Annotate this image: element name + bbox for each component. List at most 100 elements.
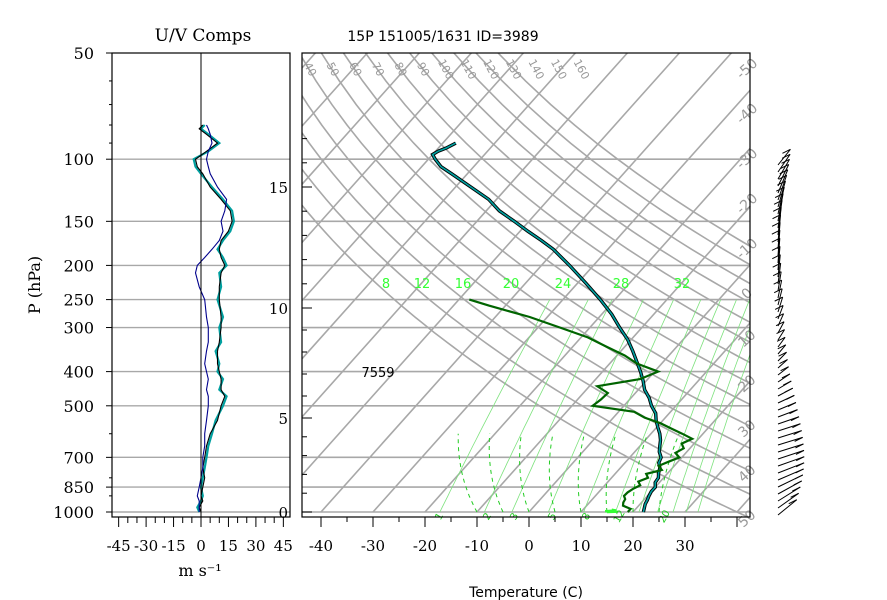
wind-barb-staff bbox=[777, 423, 801, 432]
mixing-ratio-label: 32 bbox=[674, 277, 691, 292]
wind-barb-feather bbox=[771, 245, 781, 251]
skewt-chart-title: 15P 151005/1631 ID=3989 bbox=[347, 29, 538, 45]
mixing-ratio-label: 12 bbox=[414, 277, 431, 292]
mixing-ratio-line bbox=[511, 299, 613, 513]
mixing-ratio-line bbox=[685, 326, 750, 513]
wind-barb-staff bbox=[777, 246, 781, 271]
uv-series-line bbox=[192, 124, 236, 513]
mixing-ratio-label: 28 bbox=[613, 277, 630, 292]
uv-ytick-label: 250 bbox=[63, 291, 94, 310]
dry-adiabat bbox=[386, 53, 750, 344]
wind-barb-feather bbox=[784, 387, 793, 393]
wind-barb-feather bbox=[775, 313, 784, 319]
isotherm bbox=[0, 53, 107, 512]
skewt-plot-frame bbox=[301, 52, 751, 518]
temp-tick-label: 30 bbox=[675, 537, 694, 555]
wind-barb-staff bbox=[777, 154, 791, 173]
theta-label: 130 bbox=[503, 57, 524, 82]
wind-barb-feather bbox=[779, 359, 788, 364]
skewt-panel: 15P 151005/1631 ID=3989 40 50 60 70 80 90 100 1… bbox=[0, 29, 887, 600]
wind-barb-feather bbox=[775, 321, 785, 327]
wind-barb-feather bbox=[788, 499, 797, 505]
wind-barb-staff bbox=[777, 288, 783, 306]
wind-barb-feather bbox=[772, 206, 782, 212]
isotherm bbox=[789, 53, 887, 512]
height-tick-label: 15 bbox=[269, 179, 288, 197]
theta-label: 150 bbox=[548, 57, 569, 82]
height-tick-label: 5 bbox=[278, 410, 288, 428]
wind-barb-staff bbox=[777, 296, 784, 313]
wind-barb-staff bbox=[777, 443, 804, 453]
uv-chart-title: U/V Comps bbox=[155, 26, 252, 46]
wind-barb-feather bbox=[792, 486, 801, 492]
wind-barb-feather bbox=[795, 456, 805, 462]
theta-label: 50 bbox=[324, 60, 342, 78]
wind-barb-feather bbox=[778, 174, 787, 180]
wind-barb-feather bbox=[783, 380, 792, 386]
wind-barb-staff bbox=[777, 436, 803, 446]
theta-label: 160 bbox=[571, 57, 592, 82]
uv-ytick-label: 150 bbox=[63, 212, 94, 231]
moist-adiabat-line bbox=[577, 433, 585, 513]
dry-adiabat bbox=[342, 53, 750, 385]
mixing-ratio-lines bbox=[439, 299, 750, 513]
wind-barb-feather bbox=[773, 199, 783, 205]
wind-barb-feather bbox=[772, 271, 782, 277]
mixing-ratio-line bbox=[657, 299, 737, 513]
dry-adiabat bbox=[302, 204, 750, 517]
isotherm bbox=[632, 379, 750, 513]
temp-tick-label: -30 bbox=[361, 537, 385, 555]
mixing-ratio-label: 16 bbox=[455, 277, 472, 292]
isotherm bbox=[302, 53, 316, 70]
uv-ytick-label: 300 bbox=[63, 319, 94, 338]
wind-barb-feather bbox=[776, 329, 785, 335]
wind-barb-feather bbox=[792, 423, 801, 429]
mixing-ratio-line bbox=[439, 299, 551, 513]
height-annotation: 7559 bbox=[361, 366, 394, 381]
wind-barb-feather bbox=[795, 449, 805, 455]
dry-adiabat bbox=[453, 53, 750, 285]
isotherm bbox=[528, 263, 750, 513]
wind-barb-staff bbox=[777, 305, 784, 320]
mixing-ratio-label: 8 bbox=[382, 277, 390, 292]
mixing-ratio-label: 20 bbox=[503, 277, 520, 292]
uv-pressure-tick-labels: 50 100 150 200 250 300 400 500 700 850 1000 bbox=[53, 44, 112, 522]
wind-barb-staff bbox=[777, 159, 790, 180]
isotherm-label: -20 bbox=[733, 190, 761, 217]
dry-adiabat bbox=[320, 53, 750, 406]
wind-barbs bbox=[771, 148, 805, 516]
isotherm bbox=[302, 53, 472, 244]
dewpoint-surface bbox=[605, 508, 618, 514]
wind-barb-feather bbox=[789, 409, 798, 415]
dry-adiabat bbox=[431, 53, 750, 304]
wind-barb-feather bbox=[795, 443, 804, 449]
wind-barb-feather bbox=[780, 164, 789, 169]
dry-adiabat bbox=[302, 55, 750, 428]
moist-adiabat-line bbox=[632, 433, 648, 512]
isotherm bbox=[302, 53, 576, 360]
dewpoint-profile bbox=[468, 298, 695, 513]
temp-tick-label: 20 bbox=[623, 537, 642, 555]
wind-barb-feather bbox=[795, 462, 805, 468]
uv-xtick-label: -30 bbox=[134, 537, 158, 555]
mixing-ratio-line bbox=[638, 299, 722, 513]
wind-barb-feather bbox=[776, 186, 785, 192]
wind-barb-feather bbox=[790, 492, 799, 498]
wind-barb-feather bbox=[790, 416, 800, 422]
isotherm bbox=[476, 205, 750, 513]
temperature-tick-labels: -40 -30 -20 -10 0 10 20 30 bbox=[309, 517, 738, 555]
skewt-inner-labels: 40 50 60 70 80 90 100 110 120 130 140 150 160 -50-40-… bbox=[301, 55, 761, 531]
mixing-ratio-line bbox=[697, 353, 750, 513]
temp-tick-label: -20 bbox=[413, 537, 437, 555]
wind-barb-feather bbox=[777, 180, 786, 186]
moist-adiabat-line bbox=[658, 433, 680, 513]
height-tick-label: 0 bbox=[278, 504, 288, 522]
moist-adiabat-line bbox=[519, 433, 530, 513]
wind-barb-staff bbox=[777, 499, 798, 516]
isobar-lines bbox=[302, 158, 750, 513]
mixing-ratio-label: 24 bbox=[555, 277, 572, 292]
temperature-axis-label: Temperature (C) bbox=[468, 585, 583, 600]
pressure-axis-label: P (hPa) bbox=[25, 256, 44, 314]
wind-barb-staff bbox=[777, 351, 787, 362]
